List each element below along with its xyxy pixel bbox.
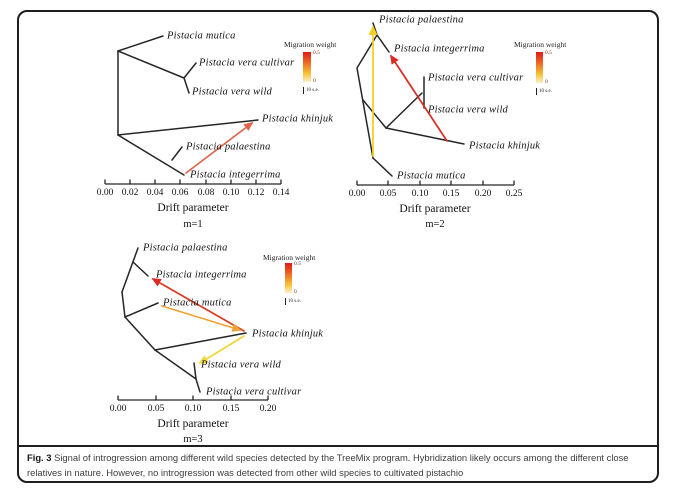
axis-tick-label: 0.04 [146, 188, 164, 198]
legend-se-scale: 10 s.e. [303, 87, 319, 94]
axis-tick-label: 0.05 [147, 404, 165, 414]
species-label: Pistacia khinjuk [469, 140, 541, 152]
legend-se-scale: 10 s.e. [536, 88, 552, 95]
species-label: Pistacia khinjuk [262, 113, 334, 125]
legend-max-label: 0.5 [545, 50, 552, 56]
species-label: Pistacia integerrima [190, 169, 281, 181]
axis-title: Drift parameter [157, 418, 229, 430]
axis-tick-label: 0.15 [222, 404, 240, 414]
axis-tick-label: 0.20 [474, 189, 492, 199]
legend-min-label: 0 [294, 289, 297, 295]
axis-tick-label: 0.00 [348, 189, 366, 199]
legend-title: Migration weight [284, 40, 337, 49]
axis-tick-label: 0.10 [184, 404, 202, 414]
legend-min-label: 0 [545, 79, 548, 85]
axis-tick-label: 0.25 [505, 189, 523, 199]
axis-tick-label: 0.12 [247, 188, 265, 198]
species-label: Pistacia palaestina [186, 141, 271, 153]
axis-tick-label: 0.02 [121, 188, 139, 198]
figure-border: Fig. 3 Signal of introgression among dif… [17, 10, 659, 483]
axis-title: Drift parameter [157, 202, 229, 214]
species-label: Pistacia integerrima [156, 269, 247, 281]
axis-title: Drift parameter [399, 203, 471, 215]
axis-tick-label: 0.15 [442, 189, 460, 199]
legend-max-label: 0.5 [294, 261, 301, 267]
species-label: Pistacia vera wild [201, 359, 282, 371]
species-label: Pistacia khinjuk [252, 328, 324, 340]
species-label: Pistacia vera wild [428, 104, 509, 116]
species-label: Pistacia integerrima [394, 43, 485, 55]
legend-title: Migration weight [263, 253, 316, 262]
axis-tick-label: 0.14 [272, 188, 290, 198]
legend-title: Migration weight [514, 40, 567, 49]
legend-min-label: 0 [313, 78, 316, 84]
legend-colorbar [536, 52, 543, 83]
legend-se-scale: 10 s.e. [285, 298, 301, 305]
axis-tick-label: 0.06 [171, 188, 189, 198]
axis-tick-label: 0.20 [259, 404, 277, 414]
m-label: m=3 [183, 434, 203, 445]
species-label: Pistacia palaestina [379, 14, 464, 26]
axis-tick-label: 0.08 [197, 188, 215, 198]
axis-tick-label: 0.00 [109, 404, 127, 414]
species-label: Pistacia vera cultivar [199, 57, 295, 69]
species-label: Pistacia mutica [167, 30, 236, 42]
caption-label: Fig. 3 [27, 452, 52, 463]
species-label: Pistacia palaestina [143, 242, 228, 254]
m-label: m=1 [183, 219, 203, 230]
species-label: Pistacia vera cultivar [206, 386, 302, 398]
legend-colorbar [303, 52, 311, 82]
species-label: Pistacia vera cultivar [428, 72, 524, 84]
caption-text: Signal of introgression among different … [27, 452, 629, 478]
axis-tick-label: 0.10 [411, 189, 429, 199]
axis-tick-label: 0.00 [96, 188, 114, 198]
figure-caption: Fig. 3 Signal of introgression among dif… [19, 445, 657, 481]
legend-max-label: 0.5 [313, 50, 320, 56]
axis-tick-label: 0.10 [222, 188, 240, 198]
species-label: Pistacia vera wild [192, 86, 273, 98]
species-label: Pistacia mutica [163, 297, 232, 309]
species-label: Pistacia mutica [397, 170, 466, 182]
axis-tick-label: 0.05 [379, 189, 397, 199]
m-label: m=2 [425, 219, 445, 230]
legend-colorbar [285, 263, 292, 293]
